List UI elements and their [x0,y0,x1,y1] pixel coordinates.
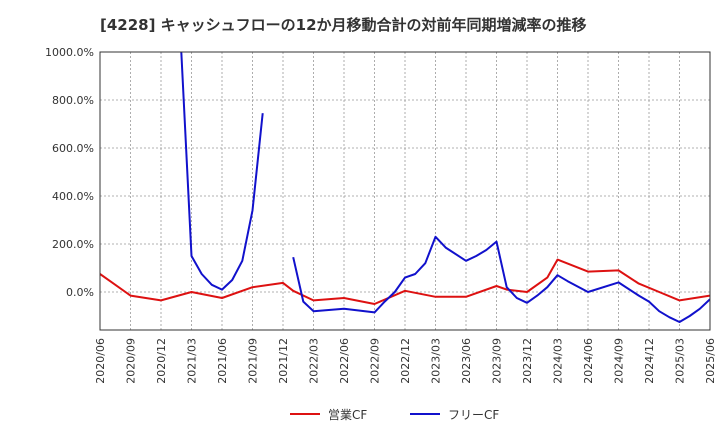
y-tick-label: 600.0% [52,142,94,155]
x-tick-label: 2021/03 [186,338,199,384]
x-tick-label: 2021/09 [247,338,260,384]
x-tick-label: 2024/09 [613,338,626,384]
y-tick-label: 200.0% [52,238,94,251]
x-tick-label: 2021/12 [277,338,290,384]
x-tick-label: 2022/12 [399,338,412,384]
series-line-free-cf [180,52,264,291]
x-tick-label: 2022/03 [308,338,321,384]
y-tick-label: 0.0% [66,286,94,299]
x-tick-label: 2023/09 [491,338,504,384]
y-tick-label: 1000.0% [45,46,94,59]
x-tick-label: 2020/12 [155,338,168,384]
plot-frame [99,51,711,331]
y-tick-label: 800.0% [52,94,94,107]
legend: 営業CF フリーCF [290,408,499,422]
legend-label-operating-cf: 営業CF [328,408,367,422]
y-tick-label: 400.0% [52,190,94,203]
y-axis-labels: 0.0% 200.0% 400.0% 600.0% 800.0% 1000.0% [45,46,94,299]
x-tick-label: 2024/12 [643,338,656,384]
x-tick-label: 2025/03 [674,338,687,384]
x-tick-label: 2023/03 [430,338,443,384]
series-line-free-cf [292,235,710,323]
x-tick-label: 2021/06 [216,338,229,384]
legend-label-free-cf: フリーCF [448,408,499,422]
series-lines [100,52,710,323]
x-tick-label: 2023/12 [521,338,534,384]
plot-area [100,52,710,330]
x-tick-label: 2025/06 [704,338,717,384]
x-tick-label: 2020/09 [125,338,138,384]
x-tick-label: 2024/03 [552,338,565,384]
x-tick-label: 2022/09 [369,338,382,384]
x-tick-label: 2023/06 [460,338,473,384]
chart-title: [4228] キャッシュフローの12か月移動合計の対前年同期増減率の推移 [100,16,587,34]
series-line-operating-cf [100,258,710,305]
x-axis-labels: 2020/06 2020/09 2020/12 2021/03 2021/06 2021/… [94,338,717,384]
x-tick-label: 2020/06 [94,338,107,384]
x-tick-label: 2022/06 [338,338,351,384]
x-tick-label: 2024/06 [582,338,595,384]
